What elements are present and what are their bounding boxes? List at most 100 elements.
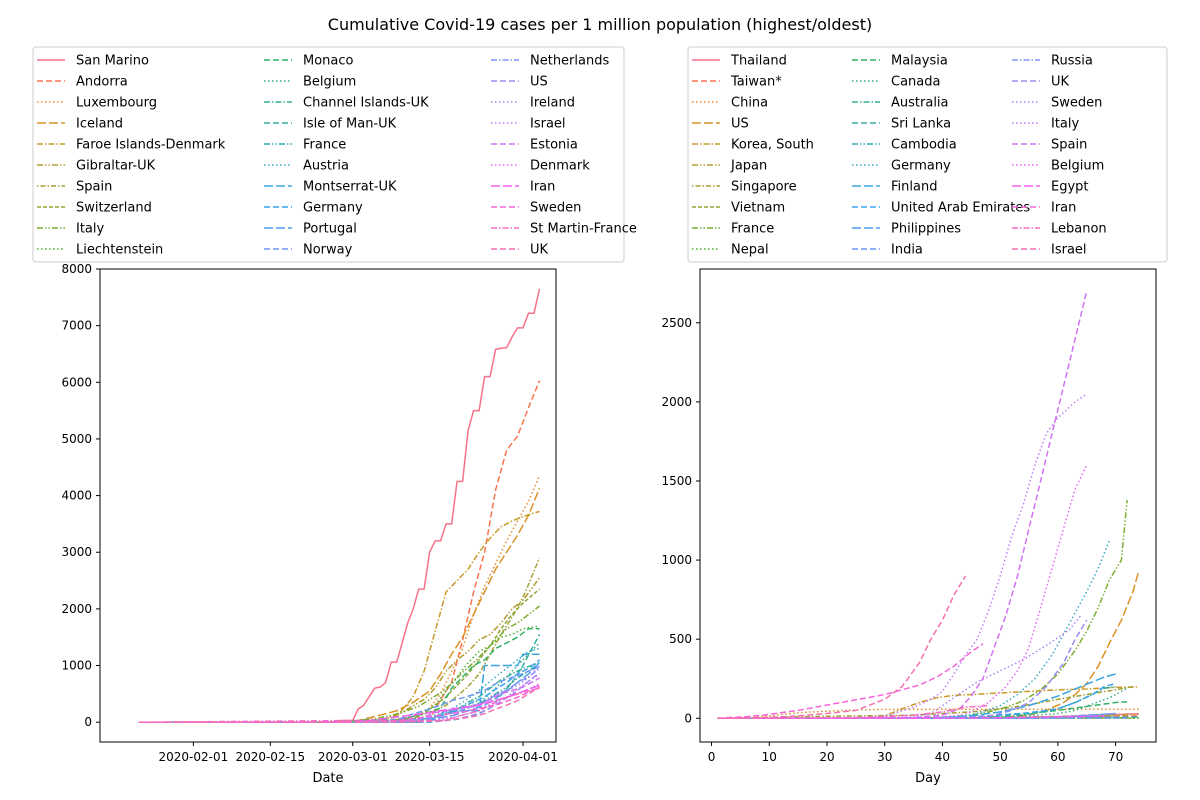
legend-label: France	[731, 222, 774, 237]
series-line-0-8	[138, 605, 540, 723]
series-line-1-3	[717, 570, 1140, 720]
legend-label: Vietnam	[731, 201, 785, 216]
series-line-0-21	[138, 672, 540, 723]
legend-label: US	[530, 75, 548, 90]
y-tick-label: 6000	[61, 375, 92, 389]
legend-label: St Martin-France	[530, 222, 637, 237]
x-axis-label: Day	[915, 771, 941, 786]
series-line-0-24	[138, 677, 540, 723]
legend-entry: US	[491, 75, 548, 90]
series-line-0-16	[138, 653, 540, 723]
series-line-0-28	[138, 687, 540, 723]
y-tick-label: 0	[684, 711, 692, 725]
series-line-0-10	[138, 627, 540, 723]
legend-label: France	[303, 138, 346, 153]
series-line-1-17	[717, 682, 1116, 720]
legend-label: UK	[1051, 75, 1070, 90]
plot-area-frame	[99, 268, 557, 743]
legend-entry: Germany	[264, 201, 363, 216]
legend-entry: Egypt	[1012, 180, 1089, 195]
legend-entry: Israel	[491, 117, 566, 132]
legend-box	[32, 46, 625, 263]
legend-label: Iran	[1051, 201, 1076, 216]
legend-label: Belgium	[1051, 159, 1104, 174]
legend-entry: Belgium	[264, 75, 356, 90]
series-line-1-24	[717, 290, 1088, 720]
legend-label: Italy	[76, 222, 105, 237]
legend-label: Taiwan*	[730, 75, 782, 90]
legend-label: Nepal	[731, 243, 769, 258]
legend-entry: Germany	[852, 159, 951, 174]
legend-entry: Malaysia	[852, 54, 948, 69]
legend-entry: Iran	[1012, 201, 1076, 216]
legend-label: Germany	[303, 201, 363, 216]
series-line-0-5	[138, 577, 541, 723]
legend-label: UK	[530, 243, 549, 258]
legend-label: Belgium	[303, 75, 356, 90]
plot-area-frame	[699, 268, 1157, 743]
legend-label: India	[891, 243, 923, 258]
legend-entry: India	[852, 243, 923, 258]
series-line-1-25	[717, 464, 1088, 720]
legend-label: Italy	[1051, 117, 1080, 132]
legend-label: Malaysia	[891, 54, 948, 69]
legend-entry: Singapore	[692, 180, 797, 195]
legend-label: Isle of Man-UK	[303, 117, 397, 132]
series-line-0-22	[138, 665, 541, 723]
x-tick-label: 70	[1108, 750, 1123, 764]
legend-entry: Lebanon	[1012, 222, 1107, 237]
x-tick-label: 40	[935, 750, 950, 764]
legend-entry: Japan	[692, 159, 767, 174]
legend-label: Portugal	[303, 222, 357, 237]
legend-label: Iran	[530, 180, 555, 195]
y-tick-label: 3000	[61, 545, 92, 559]
legend-entry: Sri Lanka	[852, 117, 951, 132]
right-chart: 0 500 1000 1500 2000 2500 0 10 20 30 40 50 60 70 Day Th…	[661, 46, 1168, 786]
legend-entry: France	[692, 222, 774, 237]
series-line-1-27	[717, 643, 984, 720]
legend-label: Russia	[1051, 54, 1093, 69]
legend-entry: Channel Islands-UK	[264, 96, 429, 111]
y-tick-label: 2000	[661, 395, 692, 409]
legend-entry: Sweden	[491, 201, 581, 216]
legend-entry: Spain	[37, 180, 112, 195]
legend-entry: Canada	[852, 75, 940, 90]
legend-label: China	[731, 96, 768, 111]
y-tick-label: 1000	[61, 659, 92, 673]
legend-entry: Estonia	[491, 138, 578, 153]
legend-label: Iceland	[76, 117, 123, 132]
series-line-1-2	[717, 708, 1139, 720]
legend-label: Cambodia	[891, 138, 957, 153]
legend-entry: UK	[1012, 75, 1070, 90]
legend-entry: Sweden	[1012, 96, 1102, 111]
legend-entry: Luxembourg	[37, 96, 157, 111]
legend-entry: Philippines	[852, 222, 961, 237]
x-tick-label: 0	[708, 750, 716, 764]
legend-label: Australia	[891, 96, 949, 111]
x-tick-label: 2020-04-01	[488, 750, 558, 764]
x-tick-label: 20	[819, 750, 834, 764]
legend-label: Austria	[303, 159, 349, 174]
series-line-1-20	[717, 712, 1116, 720]
legend-label: Philippines	[891, 222, 961, 237]
legend-entry: Ireland	[491, 96, 575, 111]
left-chart: 0 1000 2000 3000 4000 5000 6000 7000 8000 2020-02…	[32, 46, 637, 786]
series-line-1-21	[717, 619, 1088, 720]
legend-label: Singapore	[731, 180, 797, 195]
series-line-1-8	[717, 499, 1128, 720]
series-line-0-12	[138, 661, 540, 723]
series-lines	[138, 288, 541, 723]
legend-label: Monaco	[303, 54, 354, 69]
legend-box	[687, 46, 1168, 263]
x-tick-label: 10	[762, 750, 777, 764]
legend-label: Japan	[730, 159, 767, 174]
series-line-0-11	[138, 642, 541, 723]
legend-label: Denmark	[530, 159, 590, 174]
legend-entry: Cambodia	[852, 138, 957, 153]
legend-label: Egypt	[1051, 180, 1089, 195]
series-line-0-3	[138, 487, 541, 723]
legend-label: United Arab Emirates	[891, 201, 1030, 216]
legend-entry: Australia	[852, 96, 949, 111]
x-tick-label: 60	[1050, 750, 1065, 764]
series-line-0-23	[138, 673, 540, 723]
